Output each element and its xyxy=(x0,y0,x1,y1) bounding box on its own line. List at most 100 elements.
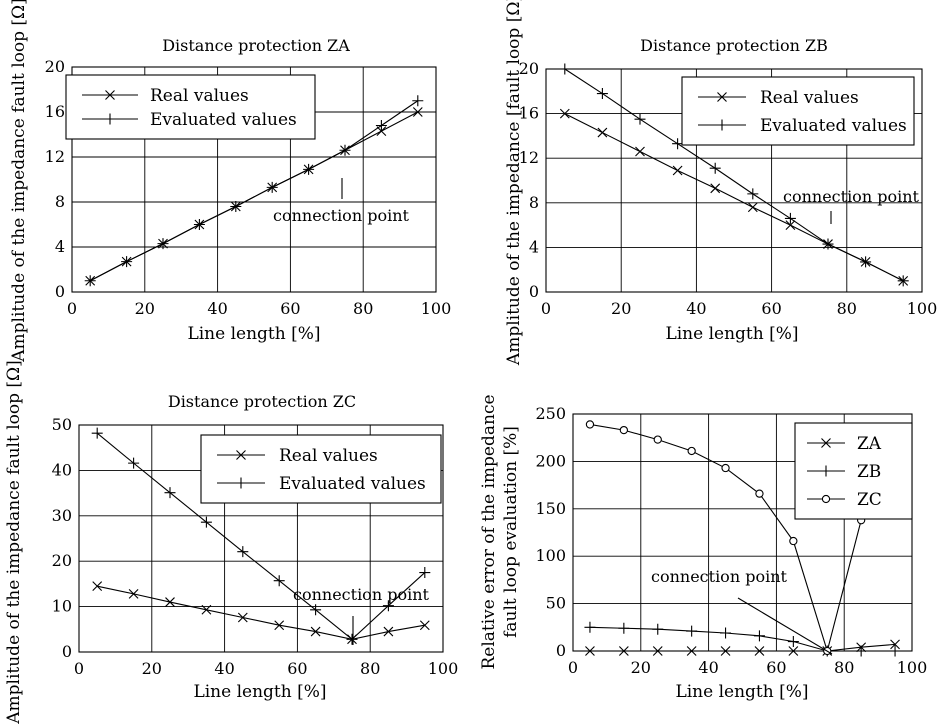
x-tick-label: 40 xyxy=(214,659,234,678)
data-point xyxy=(339,144,351,156)
y-tick-label: 250 xyxy=(535,404,566,423)
chart-title: Distance protection ZA xyxy=(162,36,350,55)
legend-label: Evaluated values xyxy=(760,116,907,136)
data-point xyxy=(618,622,630,634)
data-point xyxy=(128,588,139,599)
x-tick-label: 80 xyxy=(360,659,380,678)
data-point xyxy=(346,633,358,645)
data-point xyxy=(412,107,423,117)
y-axis-label: Amplitude of the impedance [fault loop [… xyxy=(504,0,524,366)
data-point xyxy=(720,627,732,639)
connection-point-annotation: connection point xyxy=(273,206,410,225)
x-tick-label: 80 xyxy=(353,299,373,318)
plot-frame xyxy=(71,66,437,293)
legend-box xyxy=(65,74,316,140)
series-evaluated-values xyxy=(91,427,431,645)
data-point xyxy=(890,639,900,650)
data-point xyxy=(412,95,424,107)
data-point xyxy=(860,256,872,268)
x-axis-label: Line length [%] xyxy=(675,682,808,702)
y-tick-label: 150 xyxy=(535,499,566,518)
x-tick-label: 0 xyxy=(541,299,551,318)
series-line xyxy=(589,643,896,652)
data-point xyxy=(788,646,799,656)
data-point xyxy=(201,604,212,615)
chart-za: 0 20 40 60 80 100 0 4 8 12 16 20 Distance protection… xyxy=(9,0,451,363)
data-point xyxy=(273,575,285,587)
data-point xyxy=(785,220,796,230)
x-tick-label: 40 xyxy=(698,658,718,677)
series-za xyxy=(585,639,900,656)
data-point xyxy=(383,626,394,637)
data-point xyxy=(585,420,595,429)
y-tick-label: 50 xyxy=(546,594,566,613)
legend-label: Real values xyxy=(279,446,378,466)
x-tick-label: 40 xyxy=(207,299,227,318)
chart-title: Distance protection ZC xyxy=(168,392,356,411)
x-tick-label: 60 xyxy=(761,299,781,318)
legend-label: Real values xyxy=(760,88,859,108)
y-tick-label: 16 xyxy=(45,102,65,121)
y-tick-label: 4 xyxy=(529,237,539,256)
data-point xyxy=(686,646,697,656)
legend-label: Evaluated values xyxy=(279,474,426,494)
legend-marker xyxy=(236,450,246,460)
x-tick-label: 80 xyxy=(837,299,857,318)
x-tick-label: 40 xyxy=(686,299,706,318)
y-tick-label: 50 xyxy=(52,415,72,434)
x-tick-label: 100 xyxy=(907,299,938,318)
y-tick-label: 16 xyxy=(519,104,539,123)
chart-zc: 0 20 40 60 80 100 0 10 20 30 40 50 Distance protecti… xyxy=(4,360,458,725)
data-point xyxy=(84,275,96,287)
legend: Real values Evaluated values xyxy=(200,434,442,504)
x-tick-label: 100 xyxy=(421,299,452,318)
data-point xyxy=(303,163,315,175)
legend-marker xyxy=(821,438,831,448)
y-tick-label: 0 xyxy=(62,642,72,661)
series-evaluated-values xyxy=(559,63,909,287)
legend-marker xyxy=(104,113,116,125)
y-tick-label: 8 xyxy=(529,193,539,212)
x-tick-label: 20 xyxy=(611,299,631,318)
series-line xyxy=(589,423,896,654)
x-tick-label: 0 xyxy=(568,658,578,677)
data-point xyxy=(419,567,431,579)
plot-frame xyxy=(78,424,444,653)
y-tick-label: 10 xyxy=(52,597,72,616)
y-tick-label: 0 xyxy=(529,282,539,301)
data-point xyxy=(709,162,721,174)
data-point xyxy=(634,113,646,125)
data-point xyxy=(585,646,595,656)
legend: Real values Evaluated values xyxy=(65,74,316,140)
legend-marker xyxy=(105,90,115,100)
x-tick-label: 100 xyxy=(428,659,459,678)
legend-label: ZB xyxy=(857,462,881,482)
series-line xyxy=(564,68,904,282)
data-point xyxy=(230,201,242,212)
data-point xyxy=(596,88,608,100)
legend-label: ZC xyxy=(857,490,882,510)
chart-zb: 0 20 40 60 80 100 0 4 8 12 16 20 Distance protection… xyxy=(504,0,937,366)
y-tick-label: 12 xyxy=(519,148,539,167)
connection-point-annotation: connection point xyxy=(651,567,788,586)
x-tick-label: 60 xyxy=(287,659,307,678)
y-tick-label: 12 xyxy=(45,147,65,166)
data-point xyxy=(266,181,278,193)
data-point xyxy=(635,146,645,157)
data-point xyxy=(193,219,205,230)
data-point xyxy=(618,646,629,656)
x-axis-label: Line length [%] xyxy=(665,324,798,344)
legend-marker xyxy=(821,494,831,504)
data-point xyxy=(720,646,731,656)
data-point xyxy=(897,275,909,287)
legend-label: Real values xyxy=(150,86,249,106)
data-point xyxy=(274,620,285,631)
x-tick-label: 20 xyxy=(135,299,155,318)
data-point xyxy=(755,489,764,498)
data-point xyxy=(165,597,175,607)
series-line xyxy=(96,432,426,641)
y-axis-label: fault loop evaluation [%] xyxy=(501,426,521,638)
data-point xyxy=(653,435,662,444)
legend-box xyxy=(681,76,915,146)
connection-point-annotation: connection point xyxy=(783,187,920,206)
